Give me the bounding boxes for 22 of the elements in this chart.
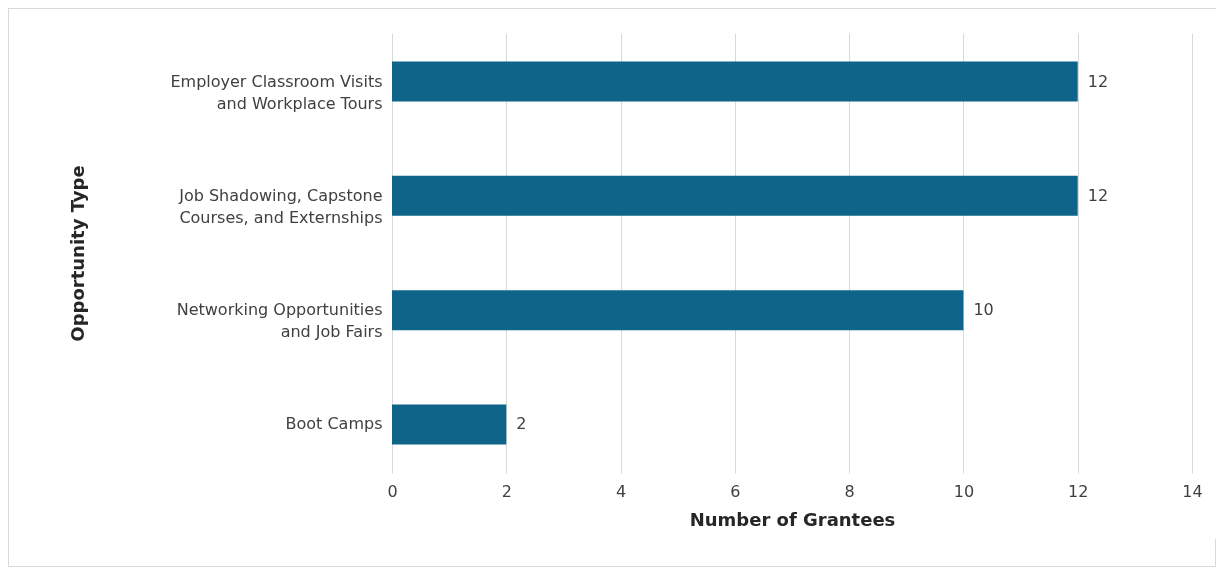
bar <box>392 61 1078 102</box>
bar <box>392 290 964 331</box>
y-tick-label: Boot Camps <box>285 414 383 434</box>
x-tick-label: 4 <box>615 481 627 501</box>
data-label: 10 <box>973 300 994 320</box>
x-tick-label: 12 <box>1068 481 1089 501</box>
data-label: 2 <box>516 414 527 434</box>
data-label: 12 <box>1087 185 1109 205</box>
x-tick-label: 0 <box>387 481 398 501</box>
x-tick-label: 8 <box>844 481 855 501</box>
bar <box>392 175 1078 216</box>
y-tick-label: Networking Opportunities and Job Fairs <box>176 300 383 342</box>
y-axis-title: Opportunity Type <box>66 165 88 342</box>
y-tick-label: Job Shadowing, Capstone Courses, and Externships <box>178 185 383 227</box>
data-label: 12 <box>1087 71 1109 91</box>
x-tick-label: 2 <box>501 481 512 501</box>
bar <box>392 404 507 445</box>
x-axis-title: Number of Grantees <box>689 508 896 530</box>
x-tick-label: 10 <box>953 481 975 501</box>
x-tick-label: 14 <box>1182 481 1203 501</box>
x-tick-label: 6 <box>730 481 741 501</box>
y-tick-label: Employer Classroom Visits and Workplace Tours <box>170 71 383 113</box>
